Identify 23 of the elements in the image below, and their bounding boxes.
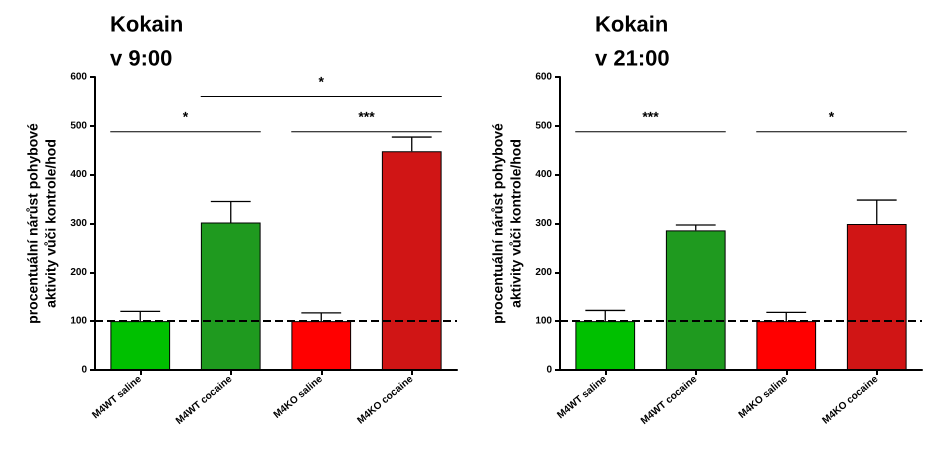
y-tick-label: 500 — [535, 120, 552, 132]
y-tick-label: 200 — [70, 266, 88, 278]
y-tick-label: 100 — [70, 316, 88, 327]
annotation: * — [318, 74, 325, 90]
chart-title: Kokain v 21:00 — [595, 12, 670, 70]
y-tick-label: 300 — [70, 218, 88, 229]
annotation: * — [182, 108, 189, 125]
y-axis-title: procentuální nárůst pohybové aktivity vůči kontrole/hod — [489, 122, 524, 324]
y-tick-label: 0 — [81, 364, 88, 376]
annotation: * — [828, 108, 835, 125]
annotation: *** — [358, 108, 376, 125]
annotation: *** — [642, 108, 660, 125]
y-tick-label: 400 — [70, 169, 88, 180]
y-tick-label: 300 — [535, 218, 552, 229]
y-tick-label: 500 — [70, 120, 88, 132]
y-tick-label: 200 — [535, 266, 552, 278]
y-tick-label: 600 — [70, 72, 88, 82]
y-axis-title: procentuální nárůst pohybové aktivity vůči kontrole/hod — [24, 122, 58, 324]
y-tick-label: 600 — [535, 72, 552, 82]
y-tick-label: 400 — [535, 169, 552, 180]
y-tick-label: 100 — [535, 316, 552, 327]
chart-title: Kokain v 9:00 — [110, 12, 184, 70]
y-tick-label: 0 — [546, 364, 552, 376]
